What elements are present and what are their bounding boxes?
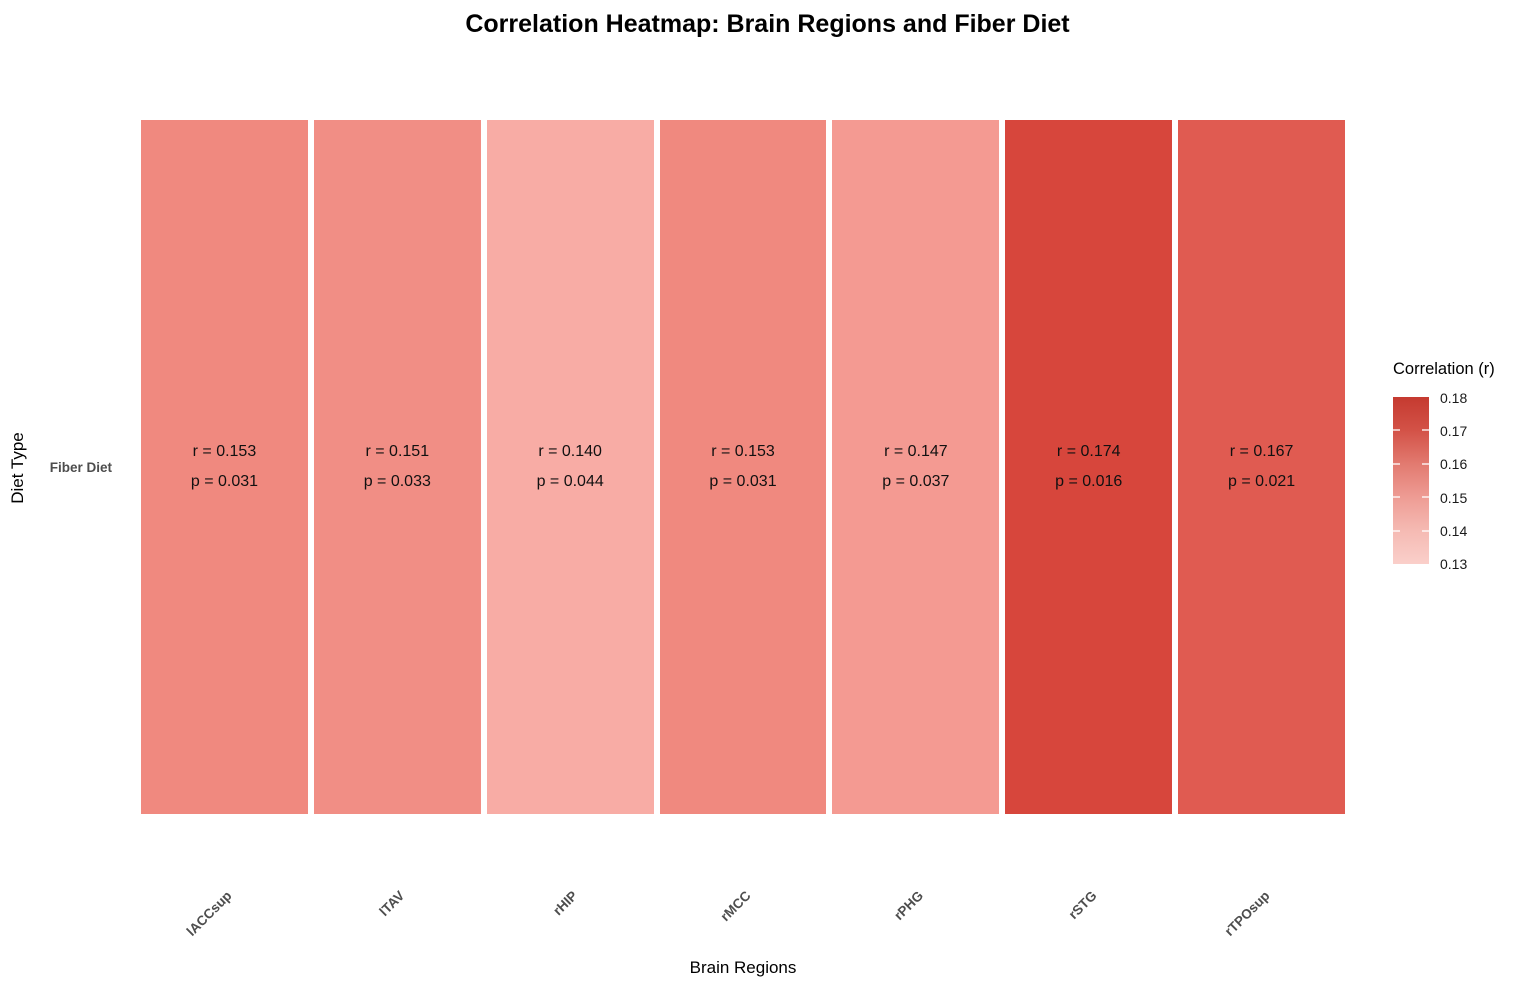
y-tick-label-fiber-diet: Fiber Diet (49, 460, 112, 475)
cell-r-value: r = 0.167 (1229, 443, 1294, 460)
legend-tick-mark (1393, 496, 1400, 498)
cell-p-value: p = 0.044 (536, 473, 604, 490)
cell-p-value: p = 0.033 (363, 473, 431, 490)
legend-tick-mark (1393, 429, 1400, 431)
legend-tick-label: 0.13 (1440, 556, 1468, 572)
cell-r-value: r = 0.140 (538, 443, 602, 460)
x-tick-label-ltav: lTAV (376, 888, 408, 919)
cell-p-value: p = 0.031 (190, 473, 259, 490)
legend-tick-mark (1422, 463, 1429, 465)
cell-p-value: p = 0.031 (709, 473, 777, 490)
chart-title: Correlation Heatmap: Brain Regions and F… (465, 10, 1070, 38)
legend-tick-mark (1422, 429, 1429, 431)
legend-tick-mark (1393, 463, 1400, 465)
heatmap-cell-rphg: r = 0.147 p = 0.037 (832, 120, 1000, 814)
color-legend: Correlation (r) 0.18 0.17 0.16 0.15 0.14… (1393, 360, 1533, 572)
x-tick-label-rhip: rHIP (550, 888, 581, 919)
heatmap-cell-rmcc: r = 0.153 p = 0.031 (659, 120, 827, 814)
legend-tick-label: 0.15 (1440, 490, 1468, 506)
heatmap-cell-laccsup: r = 0.153 p = 0.031 (141, 120, 308, 814)
x-tick-label-rtposup: rTPOsup (1221, 888, 1273, 939)
legend-tick-label: 0.18 (1440, 390, 1468, 406)
x-tick-label-laccsup: lACCsup (183, 888, 235, 939)
heatmap-cell-rtposup: r = 0.167 p = 0.021 (1178, 120, 1346, 814)
legend-tick-label: 0.17 (1440, 423, 1468, 439)
cell-r-value: r = 0.174 (1056, 443, 1121, 460)
cell-p-value: p = 0.021 (1228, 473, 1296, 490)
x-tick-label-rmcc: rMCC (717, 888, 754, 925)
legend-tick-mark (1422, 496, 1429, 498)
legend-tick-label: 0.14 (1440, 523, 1468, 539)
legend-title: Correlation (r) (1393, 360, 1495, 378)
cell-r-value: r = 0.151 (365, 443, 430, 460)
x-tick-label-rstg: rSTG (1065, 888, 1100, 922)
heatmap-cell-rstg: r = 0.174 p = 0.016 (1005, 120, 1173, 814)
cell-p-value: p = 0.037 (882, 473, 950, 490)
cell-r-value: r = 0.147 (884, 443, 948, 460)
cell-r-value: r = 0.153 (192, 443, 257, 460)
x-axis-title: Brain Regions (689, 958, 797, 977)
cell-p-value: p = 0.016 (1055, 473, 1123, 490)
heatmap-cell-rhip: r = 0.140 p = 0.044 (486, 120, 654, 814)
legend-gradient-bar (1393, 397, 1429, 564)
legend-tick-mark (1393, 530, 1400, 532)
cell-r-value: r = 0.153 (711, 443, 775, 460)
legend-tick-label: 0.16 (1440, 456, 1468, 472)
x-tick-label-rphg: rPHG (891, 888, 927, 924)
heatmap-cell-ltav: r = 0.151 p = 0.033 (313, 120, 481, 814)
legend-tick-mark (1422, 530, 1429, 532)
heatmap-plot-area: r = 0.153 p = 0.031 r = 0.151 p = 0.033 … (141, 120, 1346, 814)
